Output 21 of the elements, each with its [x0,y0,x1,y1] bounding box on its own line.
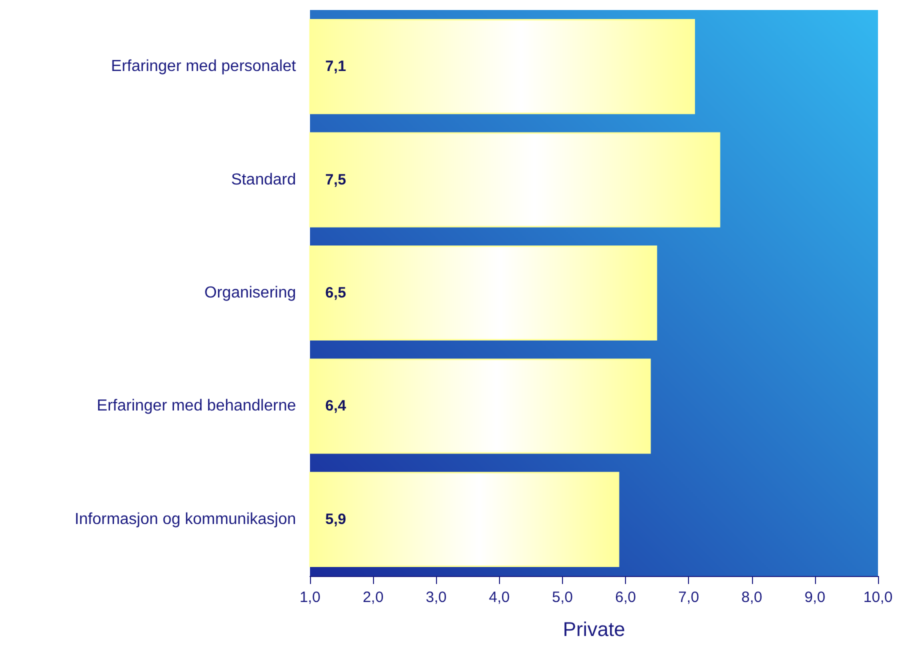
x-tick-label: 8,0 [741,589,762,606]
x-tick-label: 1,0 [300,589,320,606]
x-tick-label: 7,0 [678,589,700,606]
x-tick-label: 9,0 [804,589,826,606]
data-label: 5,9 [325,510,346,528]
y-tick-label: Erfaringer med personalet [111,58,297,76]
x-axis-title: Private [562,619,626,641]
data-label: 6,4 [325,398,347,415]
y-tick-label: Organisering [204,284,296,302]
y-tick-label: Standard [231,171,296,188]
data-label: 7,1 [325,58,346,76]
x-tick-label: 2,0 [362,589,384,606]
data-label: 6,5 [325,284,346,302]
y-tick-label: Erfaringer med behandlerne [96,398,296,415]
x-tick-label: 6,0 [615,589,636,606]
data-label: 7,5 [325,171,346,188]
y-tick-label: Informasjon og kommunikasjon [74,510,296,528]
x-tick-label: 10,0 [863,589,893,606]
x-tick-label: 4,0 [488,589,510,606]
x-tick-label: 5,0 [552,589,573,606]
x-tick-label: 3,0 [426,589,447,606]
